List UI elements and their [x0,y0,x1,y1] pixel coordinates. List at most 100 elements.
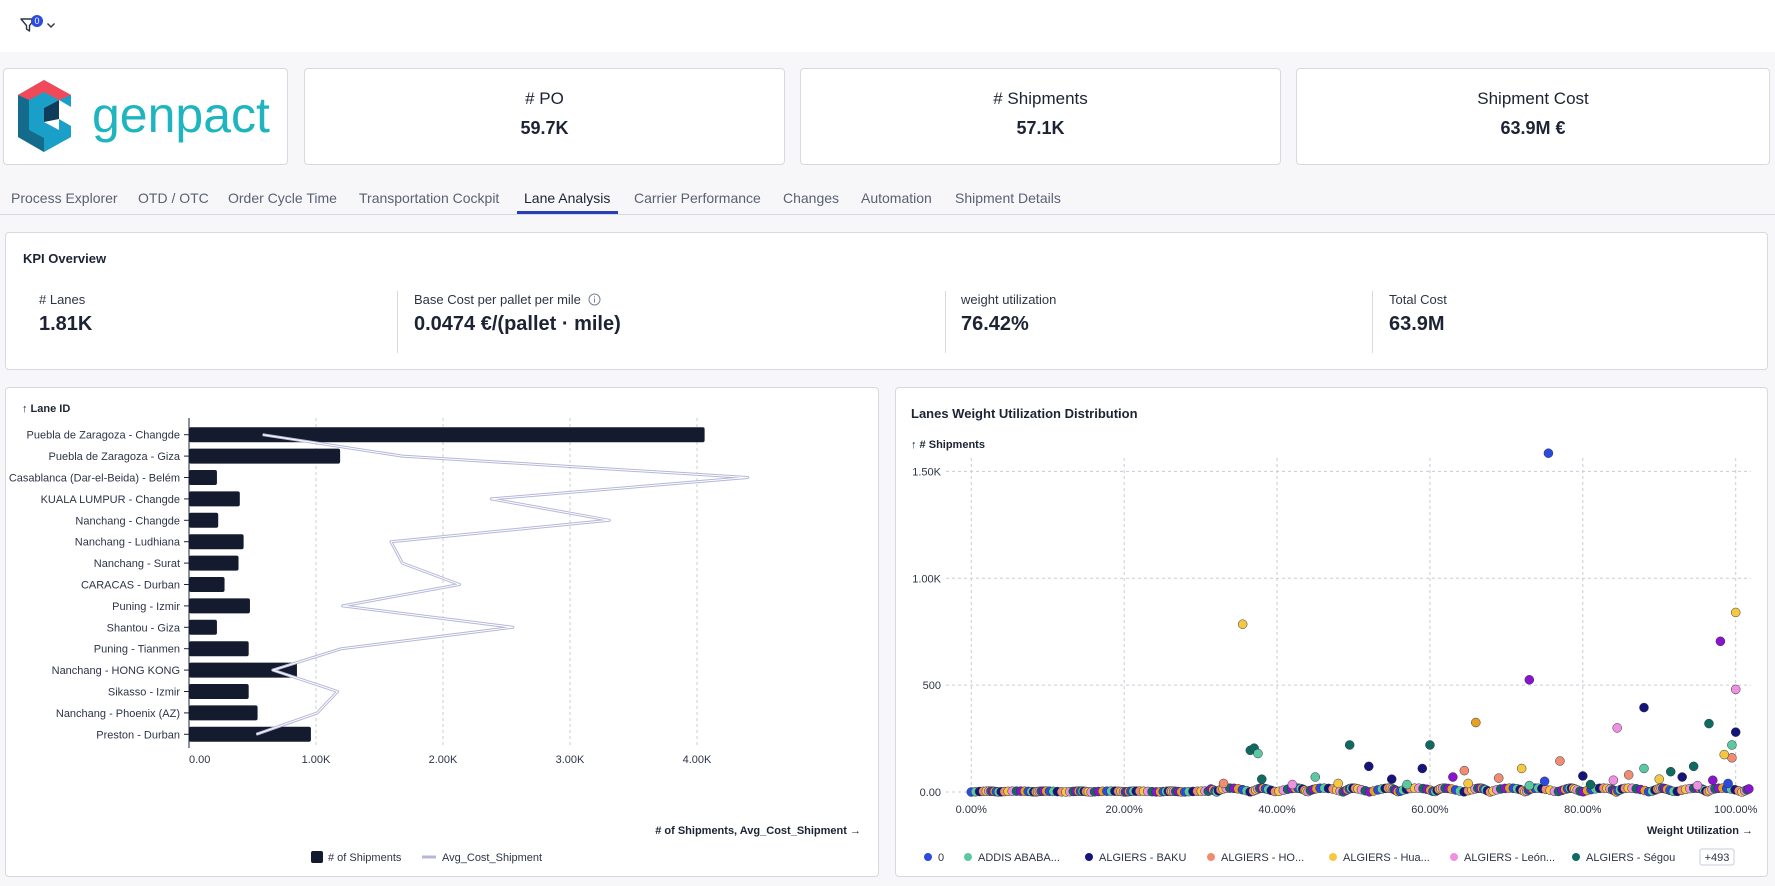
scatter-point[interactable] [1715,636,1726,647]
bar-shipments[interactable] [189,512,219,528]
scatter-point[interactable] [1402,779,1412,790]
scatter-point[interactable] [1608,775,1619,785]
scatter-point[interactable] [1578,771,1588,781]
legend-label[interactable]: ALGIERS - BAKU [1099,852,1186,864]
bar-shipments[interactable] [189,491,240,507]
legend-label-avg-cost[interactable]: Avg_Cost_Shipment [442,852,542,864]
legend-label[interactable]: ALGIERS - Ségou [1586,852,1675,864]
scatter-point[interactable] [1386,774,1397,784]
scatter-title: Lanes Weight Utilization Distribution [911,406,1138,421]
tab-order-cycle-time[interactable]: Order Cycle Time [228,190,337,206]
scatter-point[interactable] [1287,779,1298,790]
scatter-point[interactable] [1425,740,1435,750]
filter-button[interactable]: 0 [20,14,60,36]
bar-shipments[interactable] [189,448,341,464]
bar-shipments[interactable] [189,726,311,742]
info-icon[interactable] [588,293,601,306]
bar-shipments[interactable] [189,598,250,614]
y-tick-label: 0.00 [920,787,941,799]
scatter-point[interactable] [1639,763,1649,774]
bar-shipments[interactable] [189,534,244,550]
scatter-point[interactable] [1677,772,1687,782]
sort-label[interactable]: ↑ Lane ID [22,403,70,415]
scatter-point[interactable] [1708,775,1718,785]
tab-transportation-cockpit[interactable]: Transportation Cockpit [359,190,500,206]
scatter-point[interactable] [1727,740,1737,750]
scatter-point[interactable] [1524,675,1535,685]
scatter-point[interactable] [1364,761,1374,772]
scatter-point[interactable] [1704,718,1714,729]
scatter-point[interactable] [1524,780,1535,791]
legend-swatch [1450,853,1458,861]
lane-bar-chart-panel: Puebla de Zaragoza - Changde Puebla de Za… [5,387,879,877]
scatter-point[interactable] [1493,773,1504,783]
category-label: Puning - Tianmen [94,644,180,656]
scatter-point[interactable] [1417,763,1428,774]
scatter-point[interactable] [1692,780,1703,791]
legend-label[interactable]: ADDIS ABABA... [978,852,1060,864]
bar-shipments[interactable] [189,662,297,678]
bar-shipments[interactable] [189,555,239,571]
bar-shipments[interactable] [189,577,225,592]
bar-shipments[interactable] [189,641,249,657]
scatter-point[interactable] [1543,448,1554,458]
scatter-point[interactable] [1654,774,1665,784]
scatter-point[interactable] [1257,774,1267,784]
scatter-point[interactable] [1463,778,1473,789]
bar-shipments[interactable] [189,705,258,721]
scatter-point[interactable] [1639,702,1649,713]
x-axis-label: # of Shipments, Avg_Cost_Shipment → [655,825,861,837]
scatter-point[interactable] [1471,717,1481,728]
scatter-point[interactable] [1459,765,1470,776]
scatter-point[interactable] [1688,761,1699,772]
scatter-point[interactable] [1730,684,1741,695]
bar-shipments[interactable] [189,619,217,635]
scatter-point[interactable] [1744,784,1754,794]
kpi-value: 59.7K [520,118,569,138]
scatter-point[interactable] [1539,776,1550,787]
category-label: Sikasso - Izmir [108,687,180,699]
legend-swatch-shipments [311,851,323,863]
scatter-point[interactable] [1585,779,1596,790]
bar-shipments[interactable] [189,427,705,443]
scatter-point[interactable] [1333,778,1343,789]
scatter-point[interactable] [1218,778,1229,789]
scatter-point[interactable] [1344,740,1355,750]
scatter-point[interactable] [1253,748,1263,759]
scatter-point[interactable] [1237,619,1248,629]
kpi-card-po: # PO 59.7K [304,68,785,165]
x-tick-label: 4.00K [683,754,712,766]
y-axis-label[interactable]: ↑ # Shipments [911,439,985,451]
kpi-label: Shipment Cost [1477,89,1589,108]
tab-changes[interactable]: Changes [783,190,840,206]
scatter-point[interactable] [1665,766,1676,777]
bar-shipments[interactable] [189,684,249,699]
scatter-point[interactable] [1730,727,1741,737]
scatter-point[interactable] [1310,772,1321,782]
legend-label[interactable]: ALGIERS - Hua... [1343,852,1430,864]
legend-label-shipments[interactable]: # of Shipments [328,852,402,864]
tab-process-explorer[interactable]: Process Explorer [11,190,118,206]
legend-label[interactable]: ALGIERS - HO... [1221,852,1304,864]
scatter-point[interactable] [1448,772,1458,782]
legend-label[interactable]: 0 [938,852,944,864]
scatter-point[interactable] [1612,723,1622,733]
x-tick-label: 3.00K [556,754,585,766]
tab-automation[interactable]: Automation [861,190,932,206]
chevron-down-icon[interactable] [46,20,56,30]
scatter-point[interactable] [1623,770,1634,780]
legend-more-button[interactable] [1699,848,1735,866]
tab-lane-analysis[interactable]: Lane Analysis [524,190,611,206]
tab-carrier-performance[interactable]: Carrier Performance [634,190,761,206]
scatter-point[interactable] [1723,778,1733,789]
tab-otd-otc[interactable]: OTD / OTC [138,190,209,206]
top-bar: 0 [0,0,1775,52]
bar-shipments[interactable] [189,470,217,485]
metric-label: Total Cost [1389,292,1447,307]
scatter-point[interactable] [1719,749,1729,760]
legend-label[interactable]: ALGIERS - León... [1464,852,1555,864]
scatter-point[interactable] [1555,756,1565,766]
scatter-point[interactable] [1730,607,1741,618]
scatter-point[interactable] [1516,763,1527,774]
tab-shipment-details[interactable]: Shipment Details [955,190,1061,206]
